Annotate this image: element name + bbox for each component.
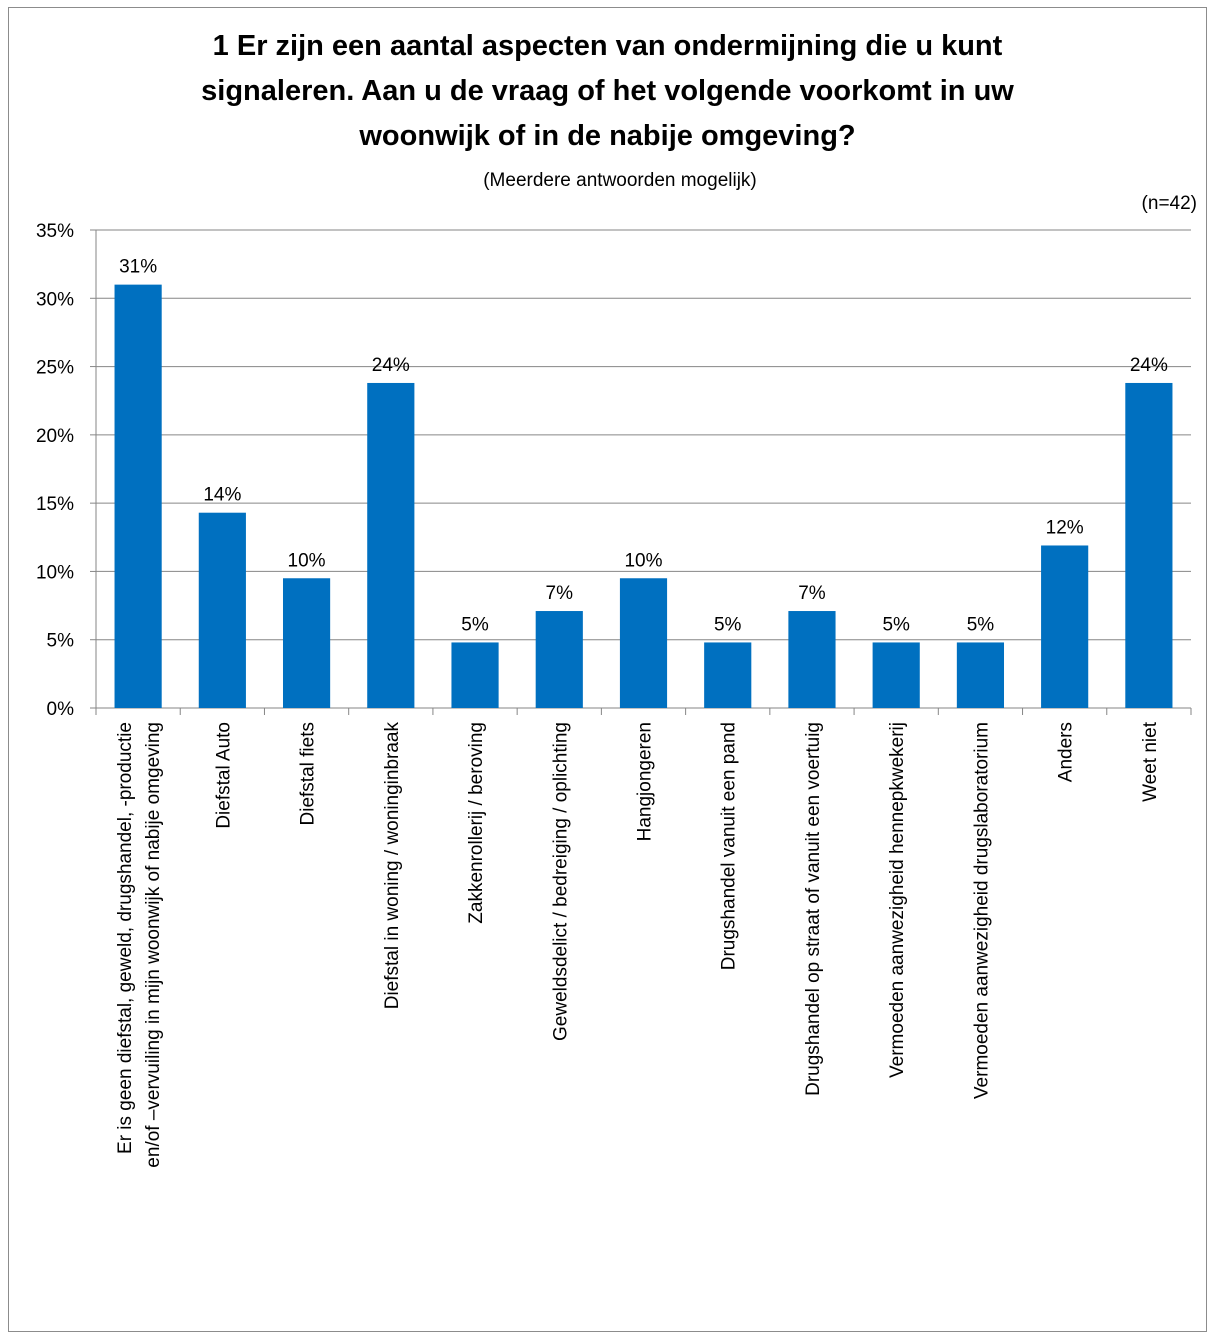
category-label: Anders [1056,722,1077,782]
y-tick-label: 15% [36,494,74,515]
chart-title: 1 Er zijn een aantal aspecten van onderm… [0,24,1215,159]
bar [788,611,836,708]
category-label: Drugshandel op straat of vanuit een voer… [803,722,824,1096]
data-label: 24% [1130,355,1168,376]
bar [198,512,246,708]
y-tick-label: 20% [36,426,74,447]
data-label: 7% [798,583,826,604]
bar [956,642,1005,708]
category-label: en/of –vervuiling in mijn woonwijk of na… [143,722,164,1168]
category-label: Zakkenrollerij / beroving [466,722,487,924]
y-tick-label: 0% [47,699,75,720]
category-label: Geweldsdelict / bedreiging / oplichting [550,722,571,1041]
category-label: Drugshandel vanuit een pand [719,722,740,970]
category-label: Diefstal fiets [298,722,319,825]
bar [619,578,668,708]
data-label: 5% [882,614,910,635]
category-label: Hangjongeren [635,722,656,841]
y-tick-label: 35% [36,221,74,242]
data-label: 10% [624,550,662,571]
bar [1041,545,1089,708]
data-label: 5% [967,614,995,635]
category-label: Vermoeden aanwezigheid drugslaboratorium [971,722,992,1099]
data-label: 24% [372,355,410,376]
category-label: Diefstal in woning / woninginbraak [382,722,403,1010]
category-label: Weet niet [1140,721,1161,802]
bar [1125,382,1173,708]
y-tick-label: 5% [47,631,75,652]
y-tick-label: 25% [36,358,74,379]
data-label: 14% [203,485,241,506]
bar [704,642,752,708]
bar [114,284,162,708]
data-label: 31% [119,257,157,278]
chart-title-line: signaleren. Aan u de vraag of het volgen… [201,75,1014,107]
category-label: Diefstal Auto [213,722,234,829]
category-label: Vermoeden aanwezigheid hennepkwekerij [887,722,908,1078]
chart-subtitle: (Meerdere antwoorden mogelijk) [483,170,757,191]
bar [535,611,583,708]
data-label: 7% [546,583,574,604]
data-label: 5% [714,614,742,635]
data-label: 5% [461,614,489,635]
bar [451,642,499,708]
category-label: Er is geen diefstal, geweld, drugshandel… [115,722,136,1154]
y-tick-label: 10% [36,562,74,583]
data-label: 10% [288,550,326,571]
bar [367,382,415,708]
y-tick-label: 30% [36,289,74,310]
chart-title-line: 1 Er zijn een aantal aspecten van onderm… [212,30,1003,62]
sample-size-note: (n=42) [1141,193,1197,214]
bar [872,642,920,708]
data-label: 12% [1046,517,1084,538]
chart-title-line: woonwijk of in de nabije omgeving? [359,120,856,152]
bar [282,578,331,708]
